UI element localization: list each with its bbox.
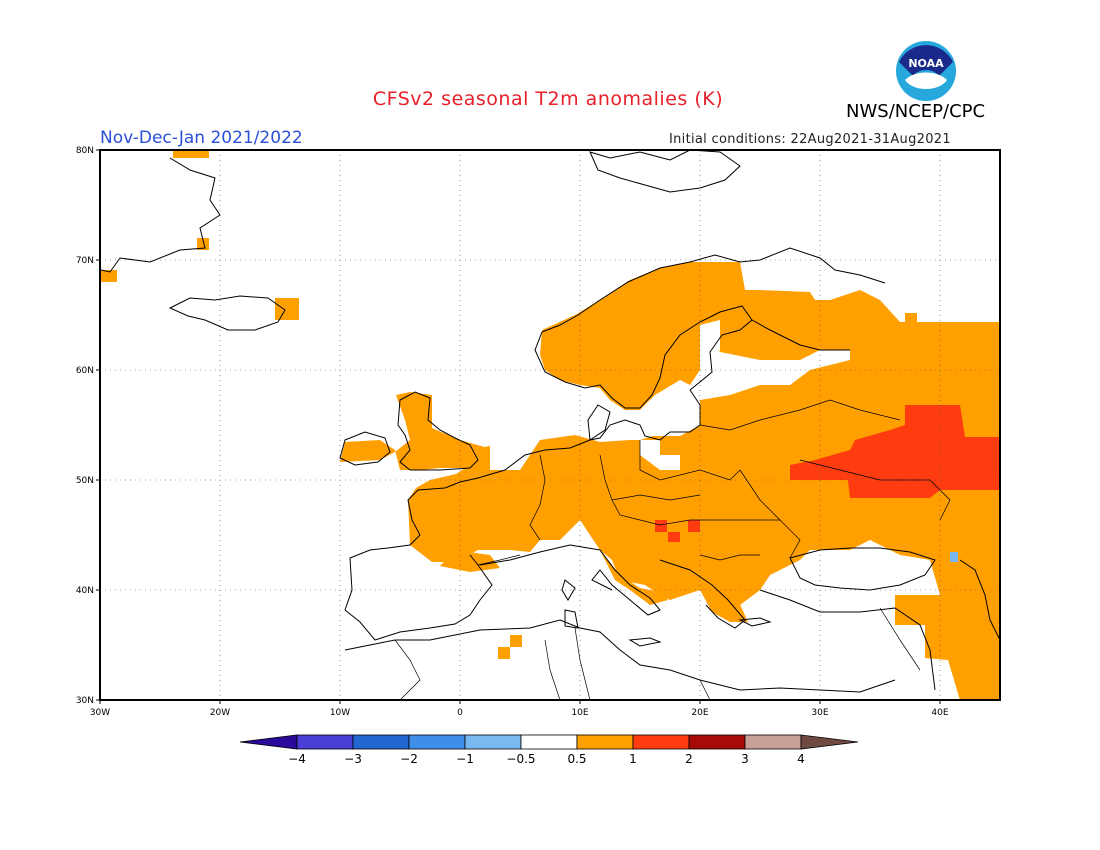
colorbar-segment [800, 734, 859, 750]
anomaly-shading [101, 150, 1000, 700]
lon-label: 10W [330, 708, 350, 718]
colorbar-label: −1 [456, 752, 474, 766]
colorbar-segment [520, 734, 578, 750]
colorbar-segment [239, 734, 298, 750]
colorbar-segment [408, 734, 466, 750]
initial-conditions-label: Initial conditions: 22Aug2021-31Aug2021 [669, 132, 951, 147]
colorbar-label: 4 [797, 752, 805, 766]
lat-label: 50N [76, 476, 94, 486]
colorbar-label: −4 [288, 752, 306, 766]
lon-label: 30W [90, 708, 110, 718]
colorbar-label: 1 [629, 752, 637, 766]
svg-text:NOAA: NOAA [908, 57, 944, 70]
coastlines [100, 149, 1001, 693]
lon-label: 20E [691, 708, 708, 718]
noaa-logo: NOAA [896, 41, 956, 101]
lat-label: 30N [76, 696, 94, 706]
colorbar-label: 2 [685, 752, 693, 766]
colorbar-label: −2 [400, 752, 418, 766]
lat-label: 70N [76, 256, 94, 266]
lat-label: 60N [76, 366, 94, 376]
map-frame [99, 149, 1001, 701]
map-title: CFSv2 seasonal T2m anomalies (K) [372, 88, 724, 110]
cool-anomaly-patch [950, 552, 958, 562]
lon-label: 10E [571, 708, 588, 718]
colorbar-segment [688, 734, 746, 750]
agency-label: NWS/NCEP/CPC [846, 101, 986, 122]
lat-label: 80N [76, 146, 94, 156]
colorbar-label: 3 [741, 752, 749, 766]
axis-ticks [96, 149, 941, 704]
gridlines [100, 150, 1000, 700]
colorbar-segment [632, 734, 690, 750]
colorbar-segment [576, 734, 634, 750]
colorbar: −4 −3 −2 −1 −0.5 0.5 1 2 3 4 [239, 734, 859, 766]
lon-label: 20W [210, 708, 230, 718]
lon-labels: 30W 20W 10W 0 10E 20E 30E 40E [90, 708, 949, 718]
lon-label: 30E [811, 708, 828, 718]
colorbar-label: −3 [344, 752, 362, 766]
colorbar-segment [352, 734, 410, 750]
lat-label: 40N [76, 586, 94, 596]
colorbar-label: −0.5 [506, 752, 535, 766]
lat-labels: 30N 40N 50N 60N 70N 80N [76, 146, 94, 706]
colorbar-label: 0.5 [567, 752, 586, 766]
colorbar-segment [296, 734, 354, 750]
season-label: Nov-Dec-Jan 2021/2022 [100, 128, 303, 148]
borders [394, 399, 951, 701]
lon-label: 40E [931, 708, 948, 718]
colorbar-segment [744, 734, 802, 750]
colorbar-segment [464, 734, 522, 750]
anomaly-shading-strong [655, 405, 1000, 542]
lon-label: 0 [457, 708, 463, 718]
